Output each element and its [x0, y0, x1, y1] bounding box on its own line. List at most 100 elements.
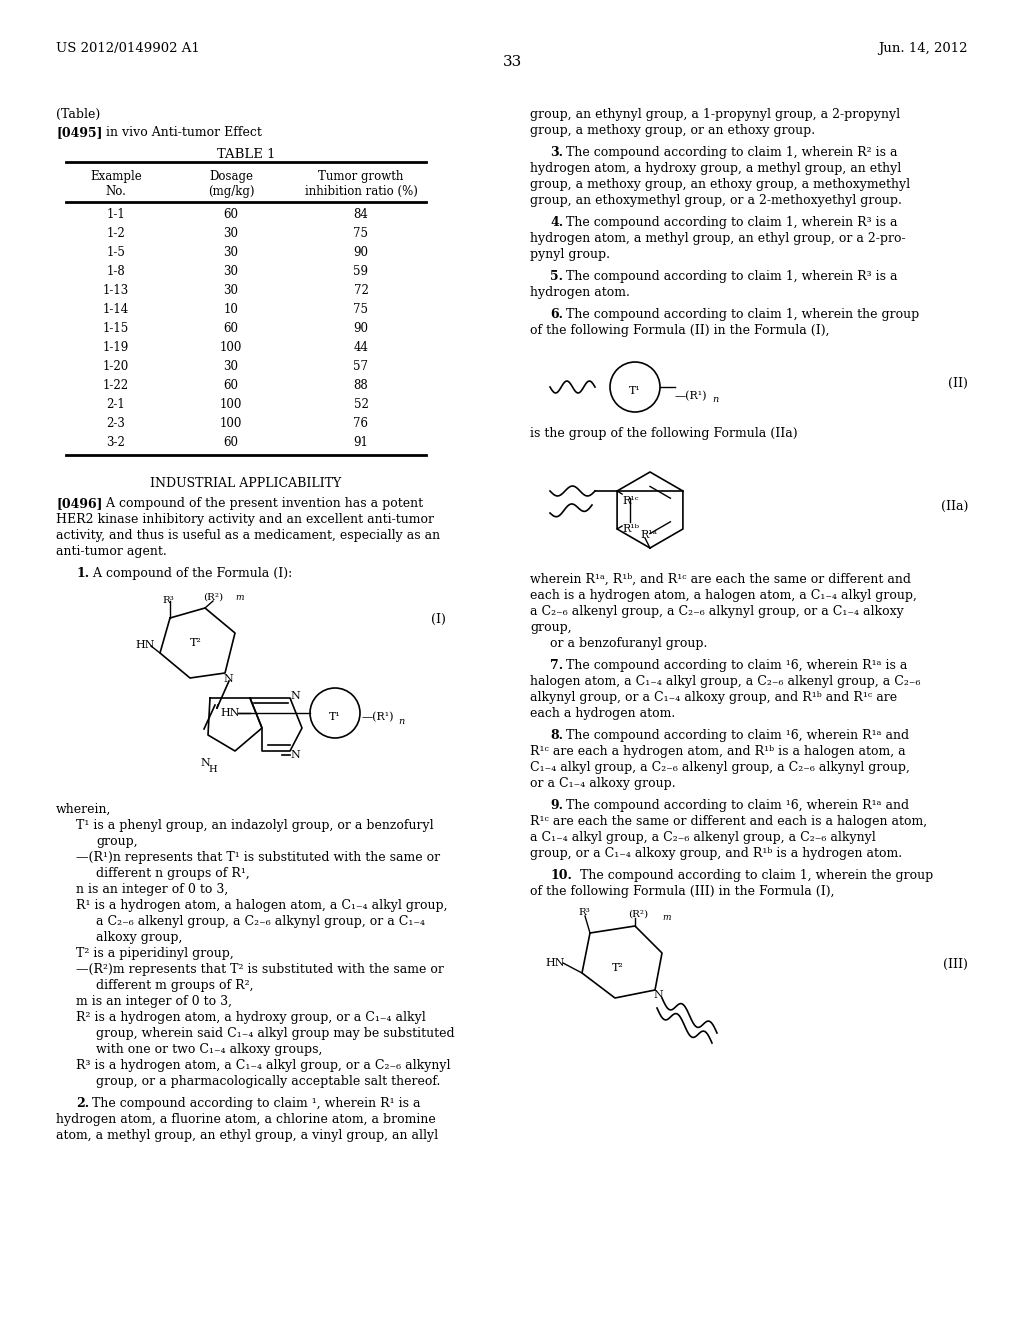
Text: —(R¹): —(R¹)	[675, 391, 708, 401]
Text: The compound according to claim 1, wherein the group: The compound according to claim 1, where…	[575, 869, 933, 882]
Text: 60: 60	[223, 379, 239, 392]
Text: Dosage
(mg/kg): Dosage (mg/kg)	[208, 170, 254, 198]
Text: group, or a C₁₋₄ alkoxy group, and R¹ᵇ is a hydrogen atom.: group, or a C₁₋₄ alkoxy group, and R¹ᵇ i…	[530, 847, 902, 861]
Text: group, a methoxy group, an ethoxy group, a methoxymethyl: group, a methoxy group, an ethoxy group,…	[530, 178, 910, 191]
Text: group,: group,	[530, 620, 571, 634]
Text: (R²): (R²)	[203, 593, 223, 602]
Text: (IIa): (IIa)	[941, 500, 968, 513]
Text: 1-1: 1-1	[106, 209, 125, 220]
Text: H: H	[208, 766, 217, 774]
Text: activity, and thus is useful as a medicament, especially as an: activity, and thus is useful as a medica…	[56, 529, 440, 543]
Text: different m groups of R²,: different m groups of R²,	[96, 979, 254, 993]
Text: 1-14: 1-14	[102, 304, 129, 315]
Text: a C₂₋₆ alkenyl group, a C₂₋₆ alkynyl group, or a C₁₋₄ alkoxy: a C₂₋₆ alkenyl group, a C₂₋₆ alkynyl gro…	[530, 605, 904, 618]
Text: (III): (III)	[943, 958, 968, 972]
Text: hydrogen atom, a fluorine atom, a chlorine atom, a bromine: hydrogen atom, a fluorine atom, a chlori…	[56, 1113, 436, 1126]
Text: 5.: 5.	[550, 271, 563, 282]
Text: T¹ is a phenyl group, an indazolyl group, or a benzofuryl: T¹ is a phenyl group, an indazolyl group…	[76, 818, 433, 832]
Text: hydrogen atom.: hydrogen atom.	[530, 286, 630, 300]
Text: 1-2: 1-2	[106, 227, 125, 240]
Text: wherein,: wherein,	[56, 803, 112, 816]
Text: a C₂₋₆ alkenyl group, a C₂₋₆ alkynyl group, or a C₁₋₄: a C₂₋₆ alkenyl group, a C₂₋₆ alkynyl gro…	[96, 915, 425, 928]
Text: 90: 90	[353, 246, 369, 259]
Text: hydrogen atom, a hydroxy group, a methyl group, an ethyl: hydrogen atom, a hydroxy group, a methyl…	[530, 162, 901, 176]
Text: different n groups of R¹,: different n groups of R¹,	[96, 867, 250, 880]
Text: or a C₁₋₄ alkoxy group.: or a C₁₋₄ alkoxy group.	[530, 777, 676, 789]
Text: wherein R¹ᵃ, R¹ᵇ, and R¹ᶜ are each the same or different and: wherein R¹ᵃ, R¹ᵇ, and R¹ᶜ are each the s…	[530, 573, 911, 586]
Text: 2-1: 2-1	[106, 399, 125, 411]
Text: HN: HN	[545, 958, 564, 968]
Text: TABLE 1: TABLE 1	[217, 148, 275, 161]
Text: 75: 75	[353, 227, 369, 240]
Text: T² is a piperidinyl group,: T² is a piperidinyl group,	[76, 946, 233, 960]
Text: 100: 100	[220, 399, 243, 411]
Text: each is a hydrogen atom, a halogen atom, a C₁₋₄ alkyl group,: each is a hydrogen atom, a halogen atom,…	[530, 589, 916, 602]
Text: n: n	[398, 717, 404, 726]
Text: Jun. 14, 2012: Jun. 14, 2012	[879, 42, 968, 55]
Text: 3.: 3.	[550, 147, 563, 158]
Text: or a benzofuranyl group.: or a benzofuranyl group.	[550, 638, 708, 649]
Text: [0495]: [0495]	[56, 125, 102, 139]
Text: alkynyl group, or a C₁₋₄ alkoxy group, and R¹ᵇ and R¹ᶜ are: alkynyl group, or a C₁₋₄ alkoxy group, a…	[530, 690, 897, 704]
Text: 84: 84	[353, 209, 369, 220]
Text: 33: 33	[503, 55, 521, 69]
Text: m is an integer of 0 to 3,: m is an integer of 0 to 3,	[76, 995, 232, 1008]
Text: A compound of the Formula (I):: A compound of the Formula (I):	[89, 568, 292, 579]
Text: R³: R³	[162, 597, 174, 605]
Text: n is an integer of 0 to 3,: n is an integer of 0 to 3,	[76, 883, 228, 896]
Text: 59: 59	[353, 265, 369, 279]
Text: T²: T²	[190, 638, 202, 648]
Text: 10.: 10.	[550, 869, 571, 882]
Text: [0496]: [0496]	[56, 498, 102, 510]
Text: A compound of the present invention has a potent: A compound of the present invention has …	[98, 498, 423, 510]
Text: T¹: T¹	[329, 711, 341, 722]
Text: 1-13: 1-13	[102, 284, 129, 297]
Text: US 2012/0149902 A1: US 2012/0149902 A1	[56, 42, 200, 55]
Text: 76: 76	[353, 417, 369, 430]
Text: anti-tumor agent.: anti-tumor agent.	[56, 545, 167, 558]
Text: N: N	[200, 758, 210, 768]
Text: 1.: 1.	[76, 568, 89, 579]
Text: hydrogen atom, a methyl group, an ethyl group, or a 2-pro-: hydrogen atom, a methyl group, an ethyl …	[530, 232, 905, 246]
Text: 8.: 8.	[550, 729, 563, 742]
Text: 3-2: 3-2	[106, 436, 125, 449]
Text: alkoxy group,: alkoxy group,	[96, 931, 182, 944]
Text: m: m	[662, 913, 671, 921]
Text: 44: 44	[353, 341, 369, 354]
Text: 90: 90	[353, 322, 369, 335]
Text: 4.: 4.	[550, 216, 563, 228]
Text: N: N	[290, 750, 300, 760]
Text: 60: 60	[223, 322, 239, 335]
Text: (Table): (Table)	[56, 108, 100, 121]
Text: The compound according to claim 1, wherein R² is a: The compound according to claim 1, where…	[562, 147, 897, 158]
Text: (R²): (R²)	[628, 909, 648, 919]
Text: R¹ᶜ are each a hydrogen atom, and R¹ᵇ is a halogen atom, a: R¹ᶜ are each a hydrogen atom, and R¹ᵇ is…	[530, 744, 905, 758]
Text: N: N	[653, 990, 663, 1001]
Text: 60: 60	[223, 436, 239, 449]
Text: 1-8: 1-8	[106, 265, 125, 279]
Text: The compound according to claim ¹6, wherein R¹ᵃ and: The compound according to claim ¹6, wher…	[562, 729, 909, 742]
Text: pynyl group.: pynyl group.	[530, 248, 610, 261]
Text: 75: 75	[353, 304, 369, 315]
Text: 60: 60	[223, 209, 239, 220]
Text: 88: 88	[353, 379, 369, 392]
Text: (I): (I)	[431, 612, 446, 626]
Text: group, an ethoxymethyl group, or a 2-methoxyethyl group.: group, an ethoxymethyl group, or a 2-met…	[530, 194, 902, 207]
Text: T²: T²	[612, 964, 624, 973]
Text: 100: 100	[220, 341, 243, 354]
Text: group, an ethynyl group, a 1-propynyl group, a 2-propynyl: group, an ethynyl group, a 1-propynyl gr…	[530, 108, 900, 121]
Text: 30: 30	[223, 284, 239, 297]
Text: 6.: 6.	[550, 308, 563, 321]
Text: 1-19: 1-19	[102, 341, 129, 354]
Text: 30: 30	[223, 227, 239, 240]
Text: R¹ᶜ: R¹ᶜ	[623, 496, 639, 506]
Text: 1-20: 1-20	[102, 360, 129, 374]
Text: R³: R³	[578, 908, 590, 917]
Text: 91: 91	[353, 436, 369, 449]
Text: m: m	[234, 593, 244, 602]
Text: Example
No.: Example No.	[90, 170, 142, 198]
Text: C₁₋₄ alkyl group, a C₂₋₆ alkenyl group, a C₂₋₆ alkynyl group,: C₁₋₄ alkyl group, a C₂₋₆ alkenyl group, …	[530, 762, 910, 774]
Text: —(R²)m represents that T² is substituted with the same or: —(R²)m represents that T² is substituted…	[76, 964, 443, 975]
Text: (II): (II)	[948, 378, 968, 389]
Text: R¹ is a hydrogen atom, a halogen atom, a C₁₋₄ alkyl group,: R¹ is a hydrogen atom, a halogen atom, a…	[76, 899, 447, 912]
